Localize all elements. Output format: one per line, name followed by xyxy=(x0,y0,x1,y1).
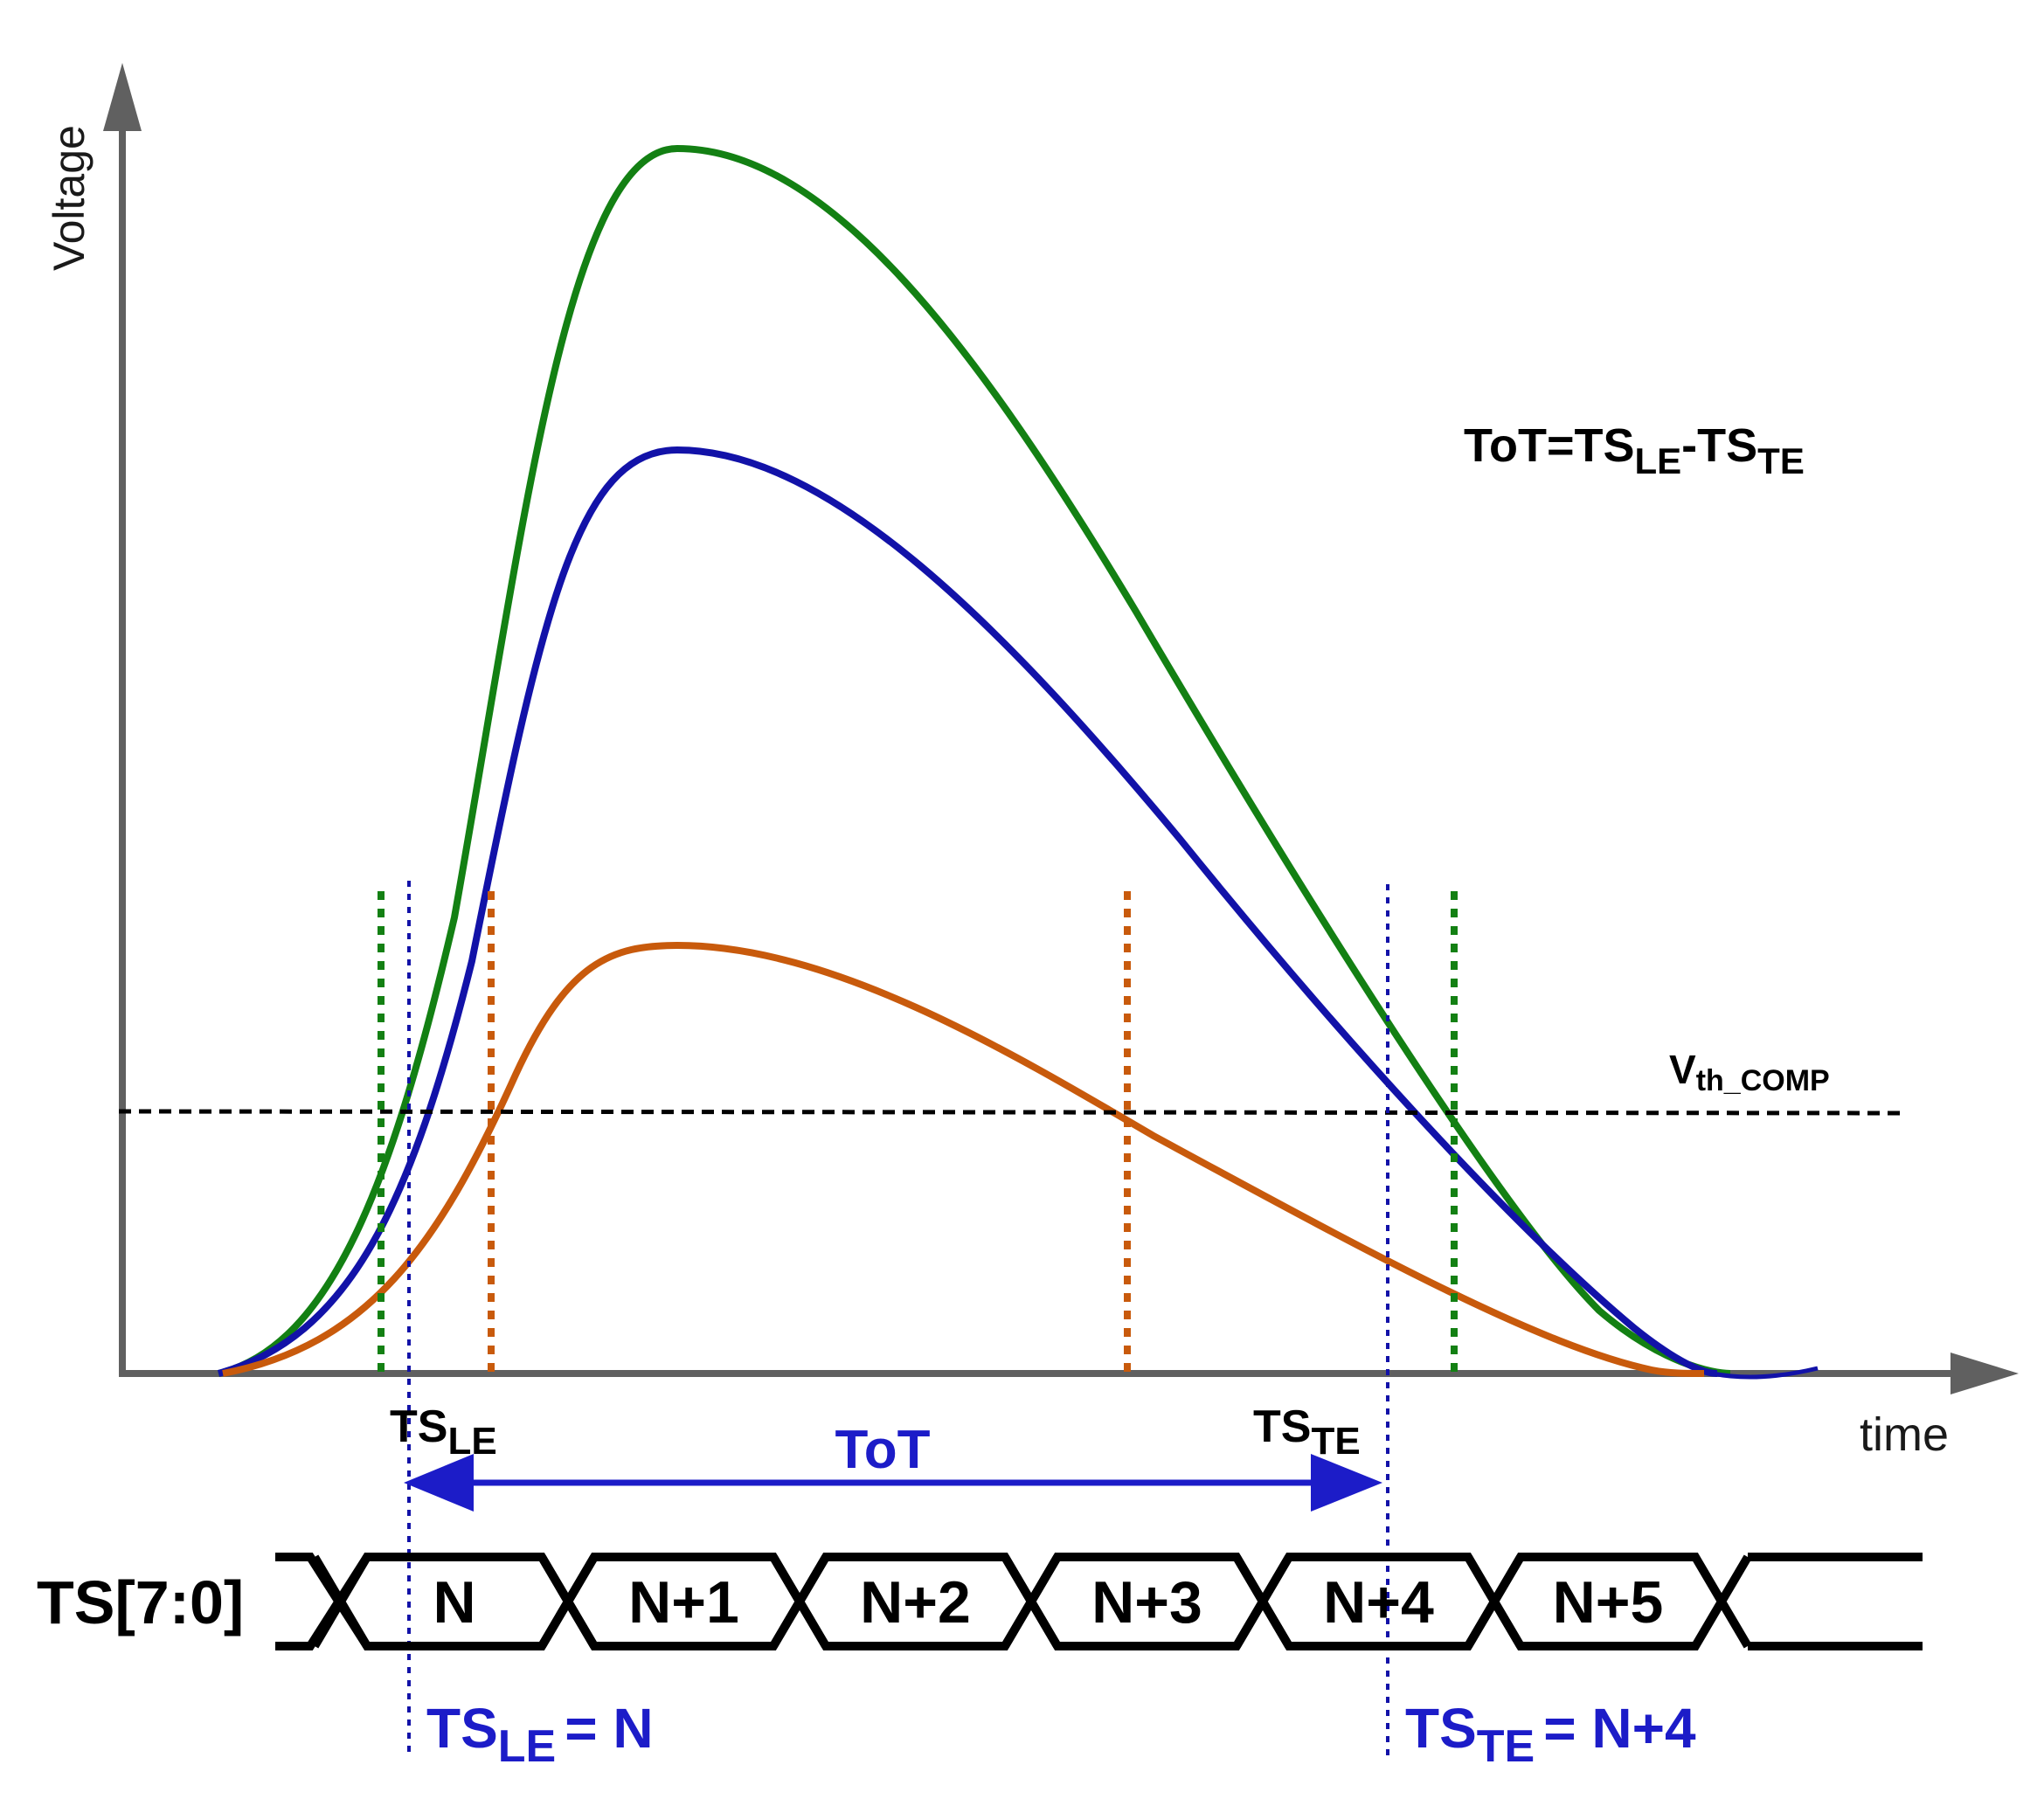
x-axis-label: time xyxy=(1860,1408,1949,1461)
orange-pulse-curve xyxy=(222,941,1705,1377)
bus-value-label: N+5 xyxy=(1553,1569,1664,1636)
ts-bus: TS[7:0] N N+1 N+2 N+3 N+4 N+5 xyxy=(37,1553,1923,1650)
bus-value-label: N xyxy=(433,1569,475,1636)
tot-formula: ToT=TSLE-TSTE xyxy=(1464,419,1805,481)
axes: Voltage time xyxy=(45,63,2019,1461)
tot-arrow: ToT xyxy=(404,1420,1382,1512)
result-te: TSTE = N+4 xyxy=(1405,1697,1696,1772)
tail-undershoot xyxy=(1712,1366,1819,1380)
threshold-label: Vth_COMP xyxy=(1669,1047,1830,1097)
tot-arrow-label: ToT xyxy=(835,1420,930,1480)
x-axis-arrow-icon xyxy=(1950,1353,2019,1394)
bus-value-label: N+4 xyxy=(1323,1569,1434,1636)
blue-pulse-curve xyxy=(217,446,1718,1377)
tot-arrow-left-head-icon xyxy=(404,1454,474,1512)
bus-cell-6 xyxy=(1464,1553,1752,1650)
bus-shapes xyxy=(275,1553,1923,1650)
bus-tail xyxy=(1748,1553,1923,1650)
bus-value-label: N+3 xyxy=(1091,1569,1202,1636)
y-axis-arrow-icon xyxy=(103,63,142,131)
green-pulse-curve xyxy=(218,144,1731,1377)
bus-value-label: N+2 xyxy=(860,1569,971,1636)
bus-values: N N+1 N+2 N+3 N+4 N+5 xyxy=(433,1569,1663,1636)
threshold-line xyxy=(118,1109,1906,1116)
y-axis-label: Voltage xyxy=(45,125,94,271)
bus-label: TS[7:0] xyxy=(37,1568,244,1636)
threshold: Vth_COMP xyxy=(118,1047,1906,1116)
result-le: TSLE = N xyxy=(426,1697,654,1772)
pulse-curves xyxy=(217,144,1819,1380)
ts-le-label: TSLE xyxy=(390,1401,497,1463)
crossing-markers xyxy=(378,881,1458,1756)
tot-arrow-right-head-icon xyxy=(1311,1454,1382,1512)
ts-te-label: TSTE xyxy=(1253,1401,1361,1463)
bus-value-label: N+1 xyxy=(628,1569,739,1636)
